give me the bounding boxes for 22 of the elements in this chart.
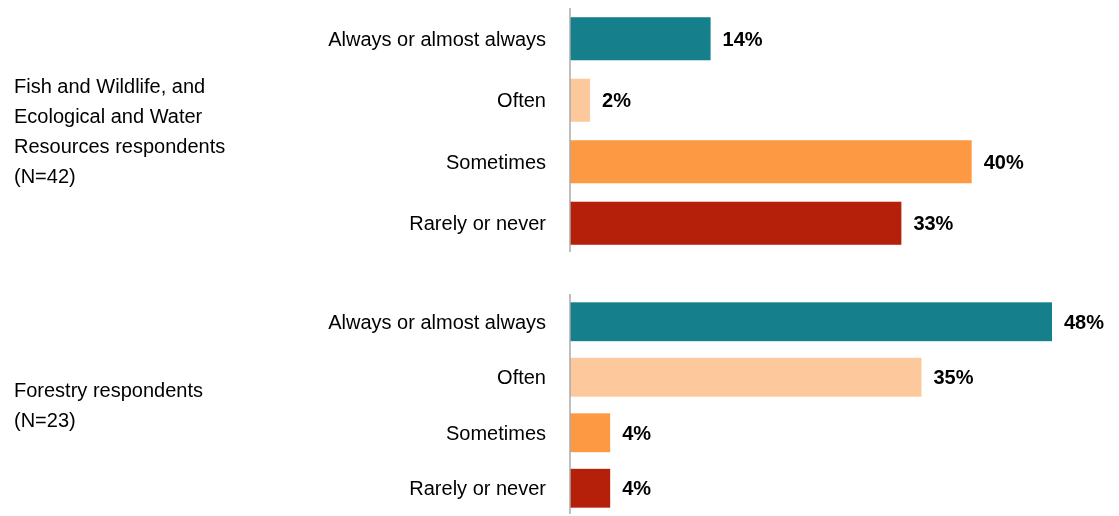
data-label: 4% [622,477,652,500]
data-label: 4% [622,421,652,444]
y-tick-label: Always or almost always [328,310,546,333]
data-label: 48% [1064,310,1105,333]
y-tick-label: Sometimes [445,421,546,444]
y-tick-label: Rarely or never [409,212,547,235]
data-label: 14% [722,27,763,50]
data-label: 2% [602,89,632,112]
y-tick-label: Often [497,366,546,389]
bar [570,140,972,184]
y-tick-label: Often [497,89,546,112]
y-axis-title: Forestry respondents (N=23) [14,379,203,431]
data-label: 40% [983,150,1024,173]
y-tick-label: Always or almost always [328,27,546,50]
data-label: 35% [933,366,974,389]
bar [570,17,711,61]
y-tick-label: Rarely or never [409,477,547,500]
data-label: 33% [913,212,954,235]
bar [570,201,902,245]
y-tick-label: Sometimes [445,150,546,173]
bar [570,78,591,122]
y-axis-title: Fish and Wildlife, and Ecological and Water Resources respondents (N=42) [14,75,226,187]
